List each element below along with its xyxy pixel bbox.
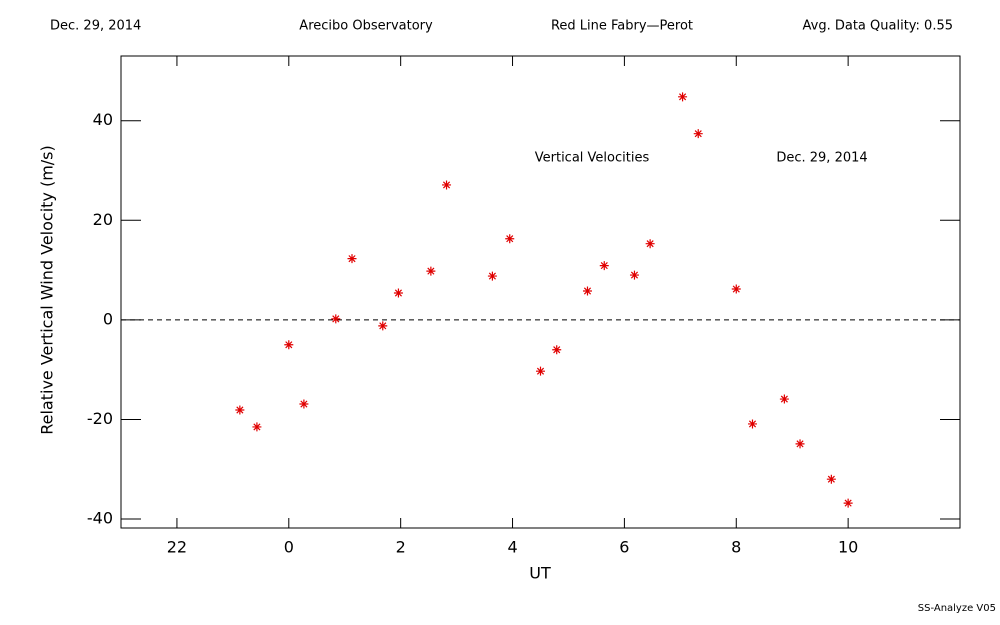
header-date: Dec. 29, 2014 <box>50 19 141 34</box>
point <box>731 284 741 294</box>
x-axis-label: UT <box>529 564 551 583</box>
point <box>426 266 436 276</box>
x-tick-label: 4 <box>507 538 517 557</box>
y-tick-label: 0 <box>103 309 113 328</box>
header-instrument: Red Line Fabry—Perot <box>551 19 693 34</box>
point <box>299 399 309 409</box>
point <box>536 366 545 376</box>
point <box>552 345 562 355</box>
point <box>629 270 639 280</box>
y-tick-label: 40 <box>93 110 113 129</box>
x-tick-label: 22 <box>167 538 187 557</box>
point <box>645 239 655 249</box>
x-tick-label: 0 <box>284 538 294 557</box>
point <box>331 314 341 324</box>
point <box>582 286 592 296</box>
point <box>678 92 688 102</box>
point <box>252 422 262 432</box>
plot-frame <box>120 55 961 529</box>
footer: SS-Analyze V05 <box>918 603 996 614</box>
point <box>505 234 515 244</box>
y-tick-label: 20 <box>93 210 113 229</box>
point <box>795 439 805 449</box>
point <box>347 254 357 264</box>
point <box>779 394 789 404</box>
point <box>599 261 609 271</box>
point <box>826 474 836 484</box>
point <box>693 129 703 139</box>
y-tick-label: -20 <box>87 409 113 428</box>
y-tick-label: -40 <box>87 509 113 528</box>
annotation: Dec. 29, 2014 <box>776 151 867 166</box>
x-tick-label: 2 <box>396 538 406 557</box>
point <box>393 288 403 298</box>
point <box>487 271 497 281</box>
x-tick-label: 10 <box>838 538 858 557</box>
point <box>284 340 294 350</box>
point <box>378 321 388 331</box>
y-axis-label: Relative Vertical Wind Velocity (m/s) <box>38 145 57 435</box>
point <box>843 498 853 508</box>
header-quality: Avg. Data Quality: 0.55 <box>803 19 953 34</box>
x-tick-label: 8 <box>731 538 741 557</box>
x-tick-label: 6 <box>619 538 629 557</box>
point <box>235 405 245 415</box>
point <box>442 180 452 190</box>
point <box>747 419 757 429</box>
header-site: Arecibo Observatory <box>299 19 433 34</box>
annotation: Vertical Velocities <box>535 151 650 166</box>
